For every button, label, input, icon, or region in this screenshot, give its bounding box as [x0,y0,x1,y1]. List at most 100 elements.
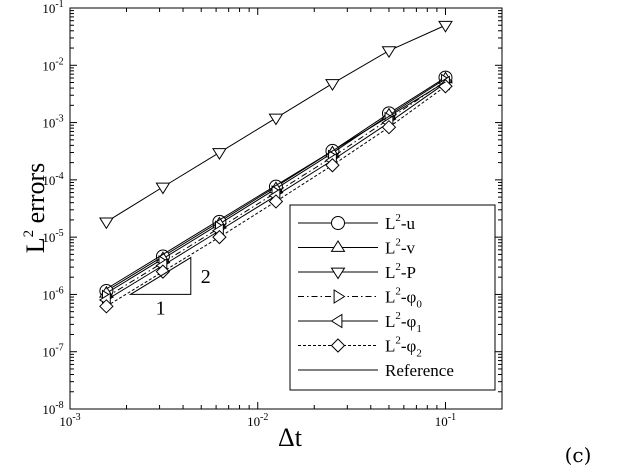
y-axis-title-base: L [21,237,50,253]
y-tick-label-2-base: 10 [42,287,55,302]
legend-label-l2-p: L2-P [385,261,416,282]
axis-ticks: 10-3 10-2 10-110-810-710-610-510-410-310-2… [42,0,503,429]
data-point-l2-phi2 [99,299,114,314]
y-tick-label-2: 10-6 [42,285,63,302]
data-point-l2-p [438,20,453,33]
y-tick-label-5-exp: -3 [55,114,63,125]
x-tick-label-0-base: 10 [59,414,72,429]
data-point-l2-p [381,46,397,59]
x-tick-label-2: 10-1 [435,412,456,429]
x-tick-label-1: 10-2 [247,412,268,429]
legend-label-sub: 0 [416,299,422,311]
slope-run-label: 1 [156,297,166,319]
legend-label-sup: 2 [395,212,401,224]
legend-label-main: -φ [401,288,417,307]
legend-entry-l2-phi0: L2-φ0 [298,286,422,311]
legend-marker-l2-u [331,216,345,230]
data-point-l2-p [212,148,227,160]
legend-marker-l2-v [330,240,346,252]
legend-box [289,204,496,391]
y-tick-label-0-base: 10 [42,402,55,417]
series-l2-phi2 [99,79,453,314]
plot-marks: 21 [98,20,453,319]
data-point-l2-phi2 [268,194,284,209]
y-tick-label-5-base: 10 [42,116,55,131]
y-tick-label-2-exp: -6 [55,285,63,296]
y-axis-title-rest: errors [21,163,50,230]
x-tick-label-1-exp: -2 [260,412,268,423]
y-tick-label-6: 10-2 [42,56,63,73]
legend-label-main: -P [401,263,416,282]
x-tick-label-2-exp: -1 [448,412,456,423]
y-tick-label-6-exp: -2 [55,56,63,67]
y-tick-label-4-base: 10 [42,173,55,188]
y-tick-label-4-exp: -4 [55,171,63,182]
legend-label-sup: 2 [395,286,401,298]
legend-label-sup: 2 [395,310,401,322]
legend-label-l2-v: L2-v [385,237,416,258]
legend-label-base: L [385,214,395,233]
x-axis-title: Δt [278,423,303,452]
slope-triangle-shape [128,256,192,295]
legend-label-base: L [385,239,395,258]
series-l2-p [98,20,453,230]
slope-triangle: 21 [128,256,211,319]
legend-entry-l2-phi2: L2-φ2 [298,335,422,360]
legend-marker-l2-phi1 [330,313,343,329]
legend-label-base: L [385,263,395,282]
legend-label-base: Reference [385,361,454,380]
y-tick-label-0-exp: -8 [55,400,63,411]
legend-marker-l2-p [330,267,346,280]
plot-frame [69,7,503,410]
legend-entry-l2-u: L2-u [298,212,416,233]
y-tick-label-4: 10-4 [42,171,63,188]
legend-entry-l2-phi1: L2-φ1 [298,310,422,335]
y-tick-label-1: 10-7 [42,343,63,360]
legend-label-base: L [385,288,395,307]
y-tick-label-7-exp: -1 [55,0,63,10]
y-tick-label-7: 10-1 [42,0,63,16]
legend-label-l2-phi1: L2-φ1 [385,310,422,335]
y-axis-title-sup: 2 [21,230,37,238]
y-tick-label-1-base: 10 [42,345,55,360]
legend-label-sub: 2 [416,348,422,360]
data-point-l2-phi2 [381,119,397,135]
y-axis-title: L2 errors [21,163,50,254]
data-point-l2-p [98,217,114,230]
legend-label-sup: 2 [395,335,401,347]
legend-label-sub: 1 [416,323,422,335]
y-tick-label-7-base: 10 [42,1,55,16]
slope-rise-label: 2 [201,266,211,288]
legend-label-reference: Reference [385,361,454,380]
y-tick-label-5: 10-3 [42,114,63,131]
legend-entry-reference: Reference [298,361,454,380]
x-tick-label-0-exp: -3 [72,412,80,423]
y-tick-label-3: 10-5 [42,228,63,245]
legend-label-main: -φ [401,337,417,356]
data-point-l2-phi2 [155,264,171,279]
y-tick-label-1-exp: -7 [55,343,63,354]
legend-label-main: -φ [401,312,417,331]
data-point-l2-phi2 [212,229,227,245]
data-point-l2-p [325,79,340,91]
legend-marker-l2-phi2 [330,338,346,353]
y-tick-label-0: 10-8 [42,400,63,417]
data-point-l2-p [155,182,171,195]
legend-label-main: -v [401,239,416,258]
legend-entry-l2-v: L2-v [298,237,416,258]
legend-label-sup: 2 [395,261,401,273]
series-reference [106,81,446,290]
series-line-reference [106,81,446,290]
y-tick-label-3-base: 10 [42,230,55,245]
legend-label-main: -u [401,214,416,233]
legend-label-sup: 2 [395,237,401,249]
x-tick-label-2-base: 10 [435,414,448,429]
legend-label-l2-phi0: L2-φ0 [385,286,422,311]
legend-label-base: L [385,337,395,356]
legend-label-base: L [385,312,395,331]
legend-label-l2-u: L2-u [385,212,416,233]
legend-marker-l2-phi0 [333,289,346,304]
panel-label: (c) [565,443,592,467]
